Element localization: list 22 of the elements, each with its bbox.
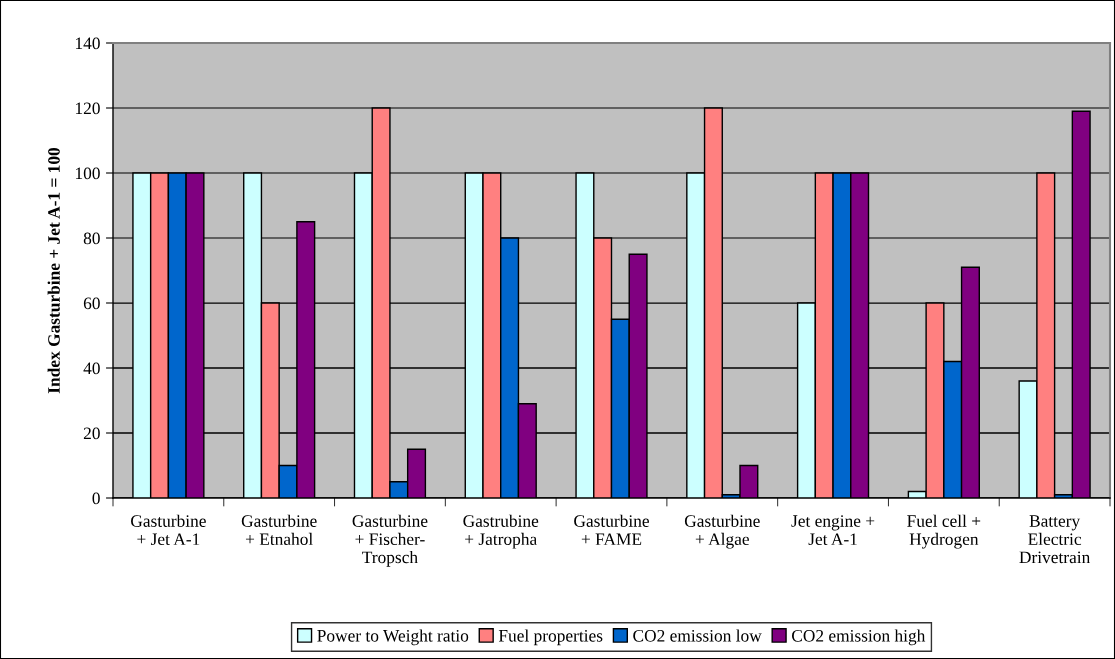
legend-label: Power to Weight ratio [317, 629, 469, 646]
y-tick-label: 100 [75, 167, 100, 180]
y-axis-title: Index Gasturbine + Jet A-1 = 100 [47, 147, 60, 394]
y-tick-label: 0 [92, 492, 100, 505]
x-tick-label: Fuel cell + Hydrogen [907, 514, 981, 549]
legend-label: CO2 emission low [633, 629, 762, 642]
y-tick-label: 60 [83, 297, 100, 310]
legend-label: CO2 emission high [791, 629, 926, 646]
x-tick-label: Gasturbine + Algae [684, 514, 760, 549]
y-tick-label: 20 [83, 427, 100, 440]
x-tick-label: Jet engine + Jet A-1 [791, 515, 875, 546]
x-tick-label: Gasturbine + Fischer- Tropsch [352, 514, 428, 567]
x-tick-label: Gastrubine + Jatropha [463, 514, 539, 549]
x-tick-label: Battery Electric Drivetrain [1019, 515, 1091, 564]
x-tick-label: Gasturbine + Etnahol [241, 514, 317, 546]
y-tick-label: 140 [75, 37, 100, 50]
y-tick-label: 120 [75, 102, 100, 115]
x-tick-label: Gasturbine + Jet A-1 [131, 514, 206, 546]
y-tick-label: 40 [83, 362, 100, 375]
x-tick-label: Gasturbine + FAME [574, 514, 649, 545]
legend-label: Fuel properties [498, 629, 603, 646]
y-tick-label: 80 [83, 232, 100, 245]
